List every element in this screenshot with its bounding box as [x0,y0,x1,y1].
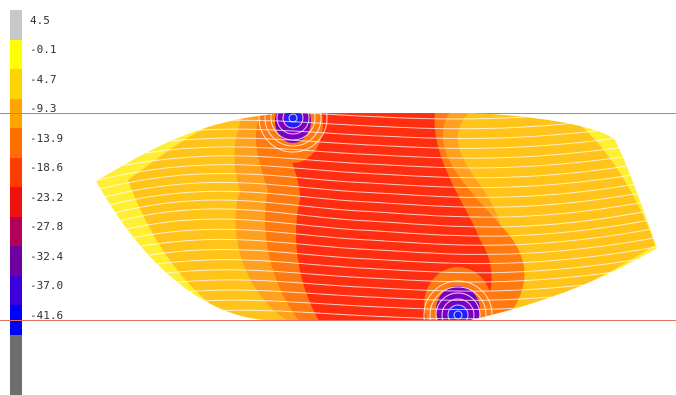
colorbar-tick-label: -37.0 [30,279,64,292]
vortex-top-ring [276,113,310,135]
contour-field [96,113,657,320]
vortex-bottom-ring [435,292,481,320]
colorbar-segment [10,246,22,277]
colorbar-segment [10,157,22,188]
streamline [96,206,657,233]
colorbar-segment [10,69,22,100]
vortex-bottom-ring [447,304,469,320]
streamline [96,225,657,252]
colorbar-segment [10,216,22,247]
colorbar-segment [10,10,22,41]
streamline [96,263,657,290]
streamline [96,149,657,176]
colorbar-tick-label: 4.5 [30,13,50,27]
colorbar-tick-label: -0.1 [30,43,57,56]
streamline [96,215,657,243]
streamline [96,158,657,186]
colorbar-tick-label: -9.3 [30,102,57,115]
colorbar-tick-label: -32.4 [30,249,64,263]
colorbar-tick-label: -41.6 [30,308,64,322]
colorbar-segment [10,39,22,70]
vortex-top-ring [270,113,316,141]
vortex-top-ring [264,113,322,147]
colorbar-segment [10,128,22,159]
vortex-top-core [285,113,301,128]
streamline [96,272,657,300]
vortex-bottom-ring [441,298,475,320]
contour-plot [96,113,657,320]
colorbar-tick-label: -4.7 [30,72,57,86]
lower-boundary-line [0,320,676,321]
streamline [96,244,657,271]
core-band [280,113,492,320]
streamline [96,253,657,281]
streamline [96,187,657,214]
streamline [96,196,657,224]
streamline [96,177,657,205]
colorbar-tick-label: -13.9 [30,131,64,145]
colorbar-segment [10,275,22,306]
vortex-top-ring [282,113,304,129]
vortex-bottom-ring [453,310,463,320]
streamline [96,139,657,167]
colorbar-segment [10,187,22,218]
streamline [96,130,657,157]
vortex-top-ring [288,113,298,123]
colorbar-tick-label: -18.6 [30,161,64,174]
vortex-bottom-ring [429,286,487,320]
colorbar-tick-label: -23.2 [30,190,64,204]
vortex-top-ring [258,113,328,153]
streamline [96,234,657,262]
vortex-bottom-core [448,305,468,320]
streamline [96,168,657,195]
colorbar-tick-label: -27.8 [30,220,64,233]
